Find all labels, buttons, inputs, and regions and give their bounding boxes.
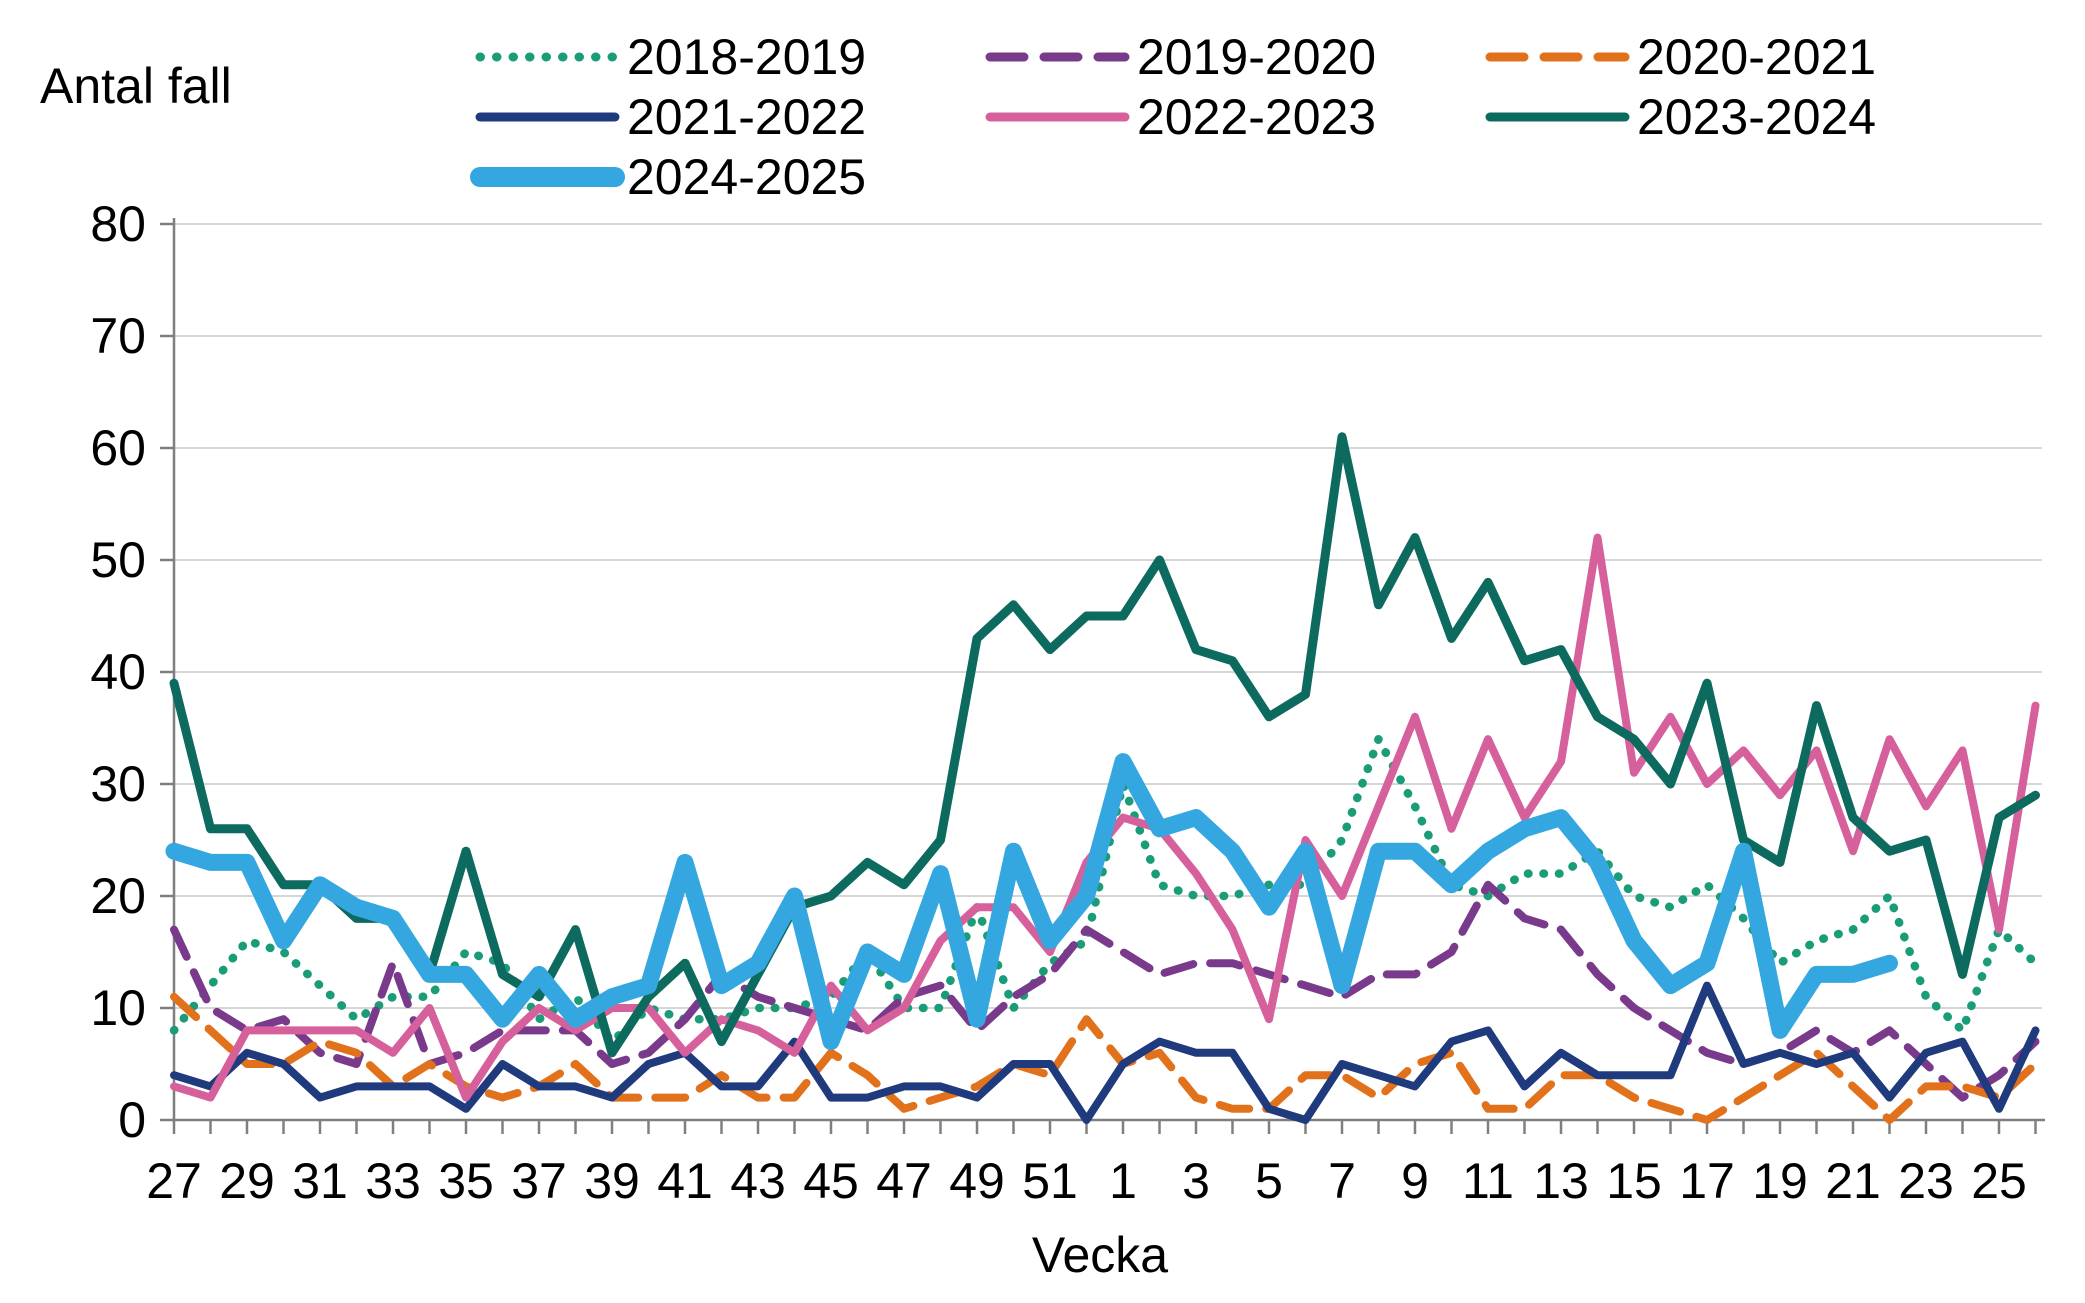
legend-item-2020-2021: 2020-2021 bbox=[1485, 29, 1876, 85]
x-tick-label: 25 bbox=[1971, 1153, 2027, 1209]
x-tick-label: 3 bbox=[1182, 1153, 1210, 1209]
series-line-2023-2024 bbox=[169, 432, 2040, 1058]
x-tick-label: 31 bbox=[292, 1153, 348, 1209]
x-tick-label: 33 bbox=[365, 1153, 421, 1209]
legend-item-2021-2022: 2021-2022 bbox=[475, 89, 866, 145]
x-tick-label: 37 bbox=[511, 1153, 567, 1209]
y-axis-title: Antal fall bbox=[40, 58, 232, 114]
legend: 2018-2019 2019-2020 2020-2021 2021-2022 2022… bbox=[470, 29, 1876, 205]
x-axis-title: Vecka bbox=[1032, 1227, 1168, 1283]
x-tick-label: 9 bbox=[1401, 1153, 1429, 1209]
x-tick-label: 23 bbox=[1898, 1153, 1954, 1209]
x-tick-label: 7 bbox=[1328, 1153, 1356, 1209]
series-line-2021-2022 bbox=[170, 981, 2040, 1124]
x-tick-label: 27 bbox=[146, 1153, 202, 1209]
y-tick-label: 0 bbox=[118, 1092, 146, 1148]
y-tick-label: 10 bbox=[90, 980, 146, 1036]
y-tick-label: 80 bbox=[90, 196, 146, 252]
series-line-2019-2020 bbox=[170, 880, 2040, 1102]
x-tick-label: 11 bbox=[1462, 1153, 1514, 1209]
x-tick-label: 5 bbox=[1255, 1153, 1283, 1209]
x-tick-label: 29 bbox=[219, 1153, 275, 1209]
x-tick-label: 1 bbox=[1109, 1153, 1137, 1209]
x-tick-label: 45 bbox=[803, 1153, 859, 1209]
x-tick-label: 51 bbox=[1022, 1153, 1078, 1209]
legend-label: 2021-2022 bbox=[627, 89, 866, 145]
legend-label: 2023-2024 bbox=[1637, 89, 1876, 145]
legend-item-2018-2019: 2018-2019 bbox=[475, 29, 866, 85]
legend-label: 2020-2021 bbox=[1637, 29, 1876, 85]
legend-label: 2022-2023 bbox=[1137, 89, 1376, 145]
x-tick-label: 43 bbox=[730, 1153, 786, 1209]
y-tick-label: 30 bbox=[90, 756, 146, 812]
legend-label: 2024-2025 bbox=[627, 149, 866, 205]
x-tick-label: 19 bbox=[1752, 1153, 1808, 1209]
y-tick-label: 70 bbox=[90, 308, 146, 364]
x-tick-label: 49 bbox=[949, 1153, 1005, 1209]
series-lines bbox=[165, 432, 2040, 1124]
y-tick-label: 40 bbox=[90, 644, 146, 700]
x-tick-label: 35 bbox=[438, 1153, 494, 1209]
x-tick-label: 15 bbox=[1606, 1153, 1662, 1209]
series-line-2020-2021 bbox=[170, 992, 2040, 1124]
y-tick-label: 20 bbox=[90, 868, 146, 924]
y-tick-label: 50 bbox=[90, 532, 146, 588]
x-tick-label: 13 bbox=[1533, 1153, 1589, 1209]
y-tick-label: 60 bbox=[90, 420, 146, 476]
x-tick-label: 41 bbox=[657, 1153, 713, 1209]
x-tick-label: 39 bbox=[584, 1153, 640, 1209]
x-tick-label: 47 bbox=[876, 1153, 932, 1209]
x-tick-label: 17 bbox=[1679, 1153, 1735, 1209]
legend-label: 2019-2020 bbox=[1137, 29, 1376, 85]
legend-item-2019-2020: 2019-2020 bbox=[985, 29, 1376, 85]
x-tick-label: 21 bbox=[1825, 1153, 1881, 1209]
legend-label: 2018-2019 bbox=[627, 29, 866, 85]
legend-item-2024-2025: 2024-2025 bbox=[470, 149, 866, 205]
legend-item-2023-2024: 2023-2024 bbox=[1485, 89, 1876, 145]
legend-item-2022-2023: 2022-2023 bbox=[985, 89, 1376, 145]
gridlines bbox=[174, 223, 2042, 1009]
series-line-2024-2025 bbox=[165, 753, 1898, 1051]
